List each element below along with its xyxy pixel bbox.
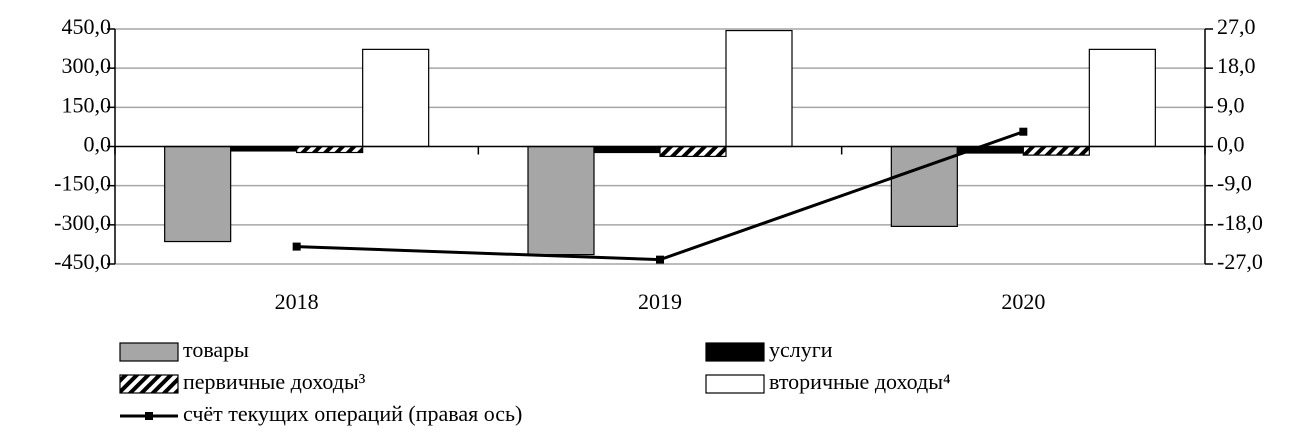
bar (725, 29, 793, 148)
y2-tick-label: 18,0 (1217, 53, 1256, 78)
bar (362, 48, 430, 148)
legend-label: первичные доходы³ (183, 369, 366, 394)
bar (593, 145, 661, 154)
legend-label: вторичные доходы⁴ (769, 369, 951, 394)
bar (1022, 145, 1090, 156)
bar (1088, 48, 1156, 148)
legend-label: услуги (769, 337, 833, 362)
x-tick-label: 2020 (1001, 289, 1045, 314)
bar (296, 145, 364, 154)
y2-tick-label: -27,0 (1217, 249, 1263, 274)
legend-label: товары (183, 337, 249, 362)
legend-swatch (119, 374, 179, 394)
y-tick-label: 150,0 (62, 92, 112, 117)
bar (164, 145, 232, 243)
line-marker (1019, 127, 1028, 136)
legend-marker (145, 412, 153, 420)
legend-swatch (119, 342, 179, 362)
y-tick-label: -300,0 (54, 210, 111, 235)
x-tick-label: 2019 (638, 289, 682, 314)
bar (659, 145, 727, 158)
y-tick-label: 450,0 (62, 14, 112, 39)
line-marker (292, 242, 301, 251)
bar (527, 145, 595, 256)
y-tick-label: -150,0 (54, 171, 111, 196)
y-tick-label: -450,0 (54, 249, 111, 274)
legend-swatch (705, 374, 765, 394)
y2-tick-label: -18,0 (1217, 210, 1263, 235)
y2-tick-label: -9,0 (1217, 171, 1252, 196)
legend-swatch (705, 342, 765, 362)
x-tick-label: 2018 (275, 289, 319, 314)
line-marker (656, 255, 664, 264)
y2-tick-label: 0,0 (1217, 132, 1245, 157)
y2-tick-label: 9,0 (1217, 92, 1245, 117)
y2-tick-label: 27,0 (1217, 14, 1256, 39)
y-tick-label: 300,0 (62, 53, 112, 78)
legend-label: счёт текущих операций (правая ось) (183, 401, 522, 426)
y-tick-label: 0,0 (84, 132, 112, 157)
